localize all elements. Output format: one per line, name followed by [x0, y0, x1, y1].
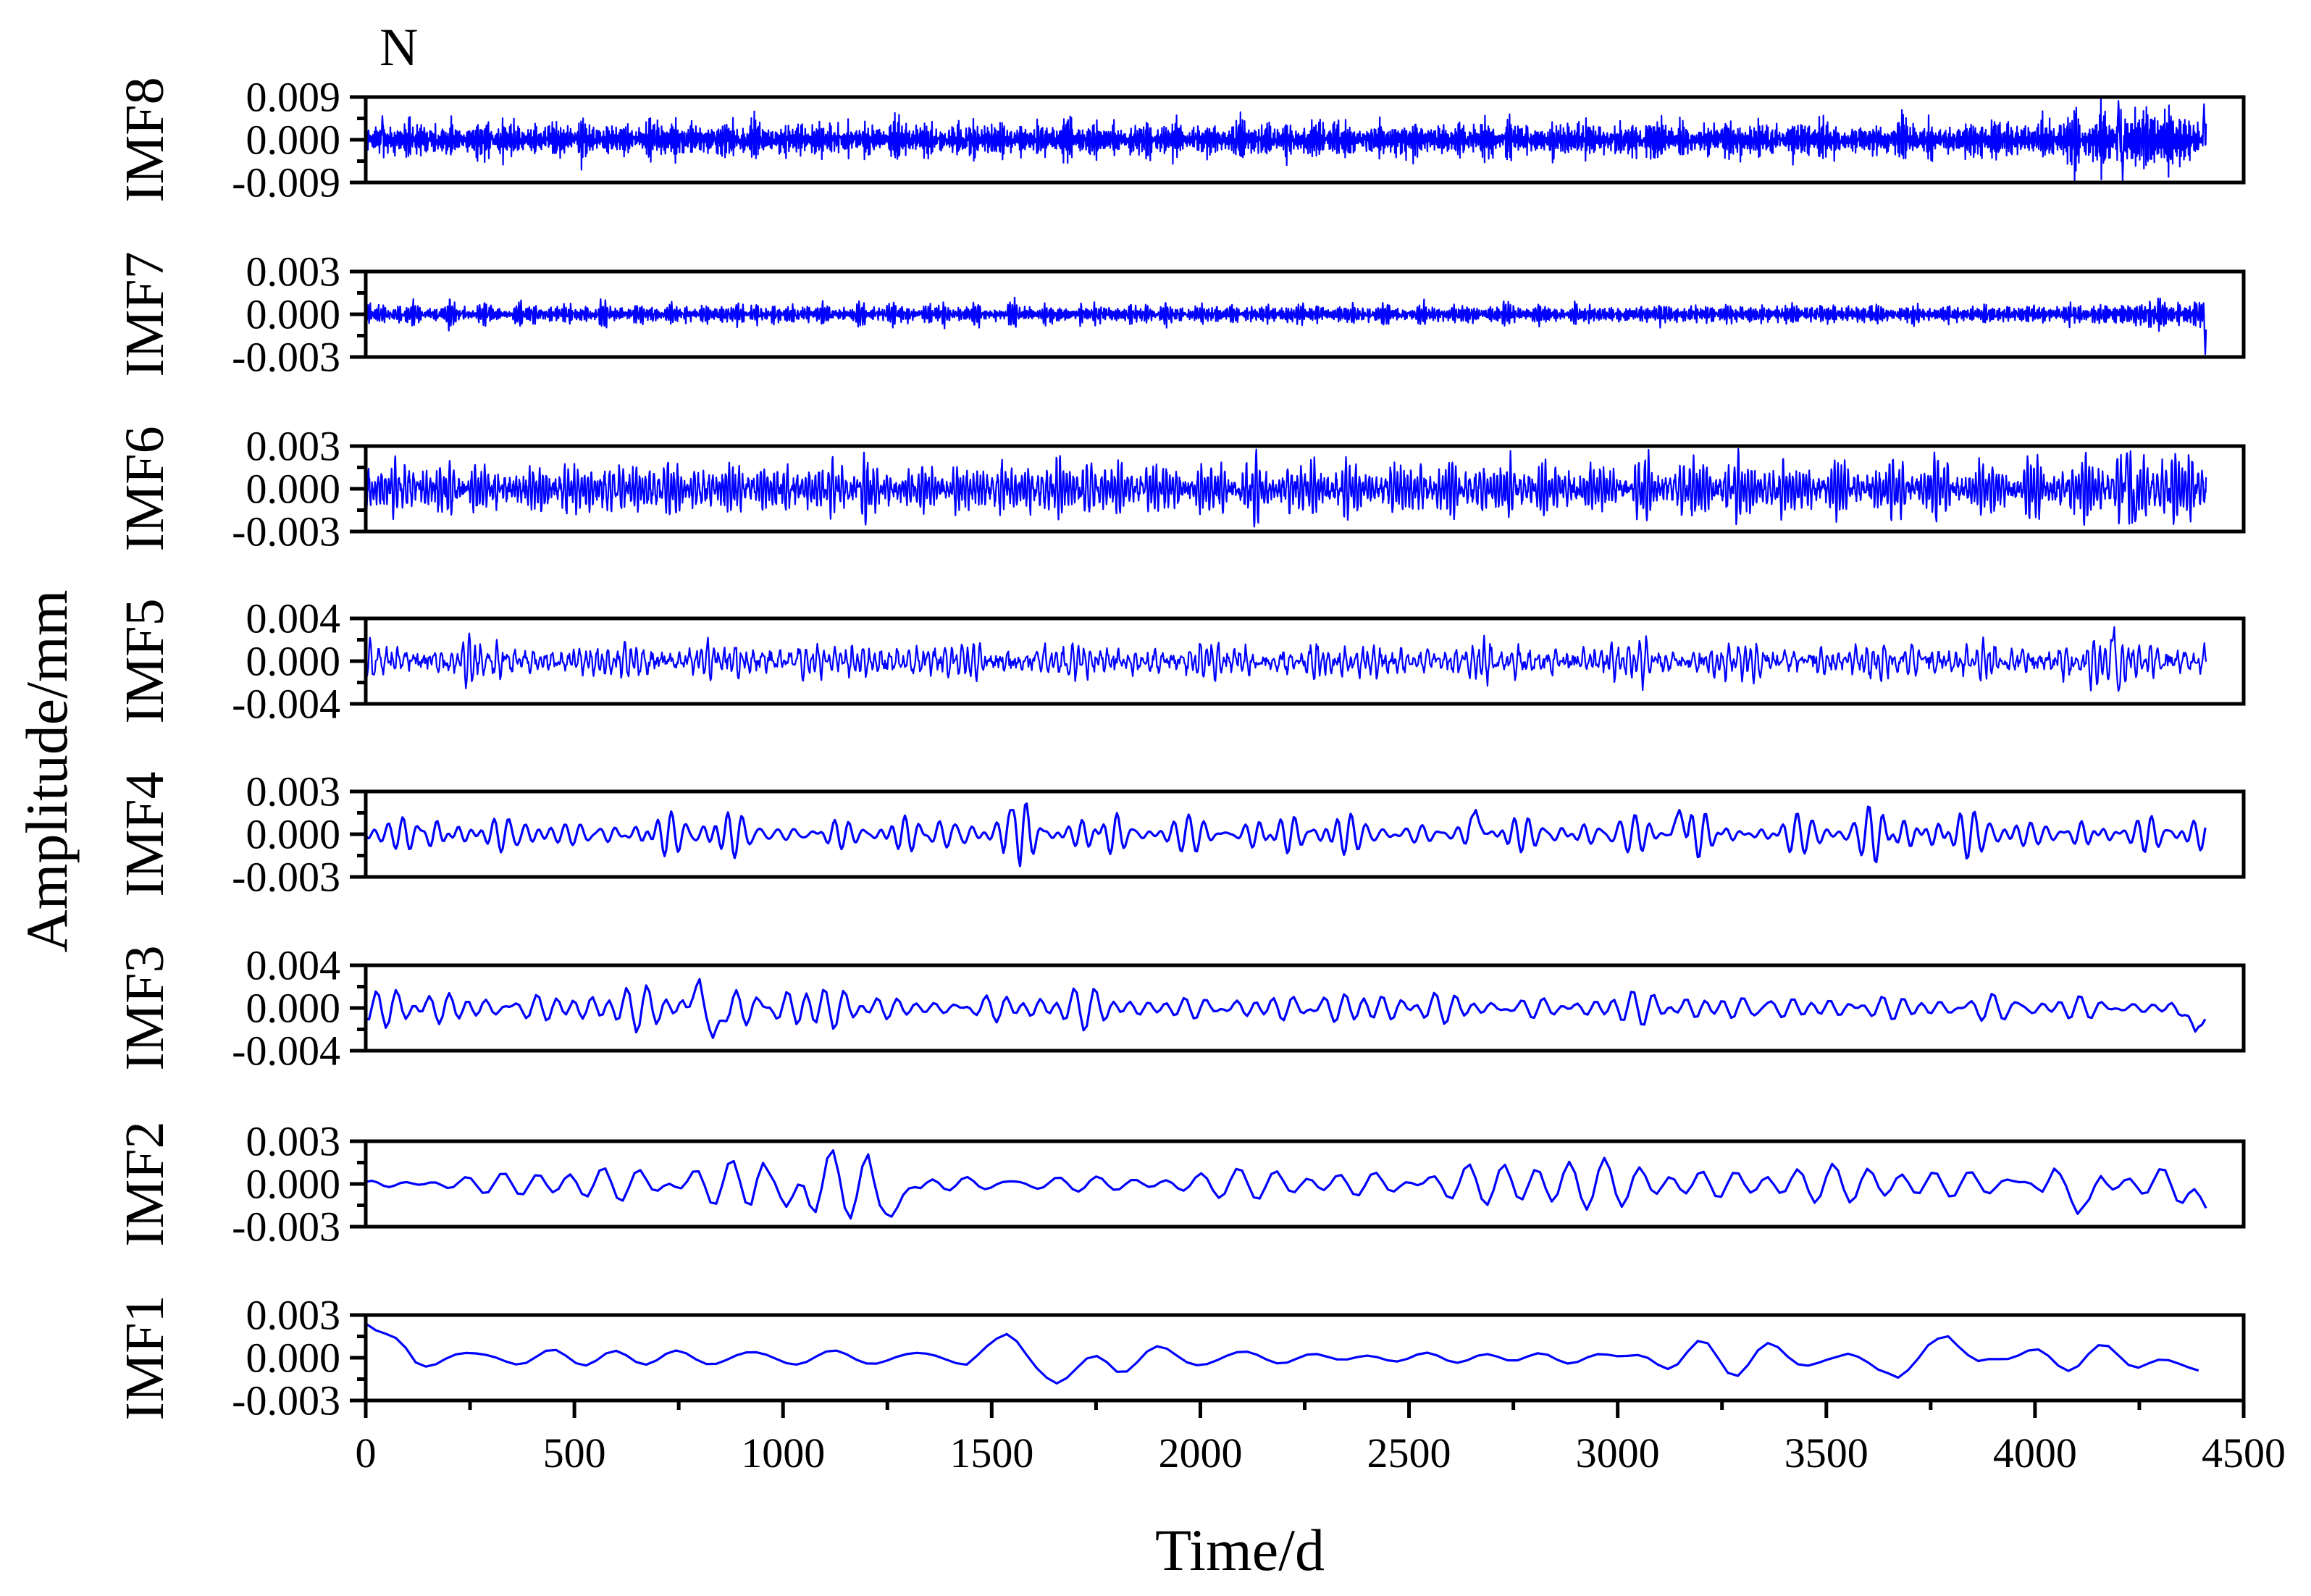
- y-tick-label: 0.000: [246, 1335, 341, 1382]
- y-tick-label: 0.004: [246, 595, 341, 642]
- y-tick-label: -0.009: [232, 159, 340, 206]
- y-tick-label: 0.000: [246, 291, 341, 338]
- series-line-imf7: [364, 296, 2207, 356]
- y-tick-label: -0.003: [232, 1204, 340, 1251]
- series-label-imf5: IMF5: [114, 598, 175, 723]
- series-label-imf7: IMF7: [114, 251, 175, 377]
- series-line-imf2: [365, 1149, 2207, 1220]
- y-tick-label: 0.003: [246, 423, 341, 470]
- x-tick-label: 0: [356, 1429, 377, 1477]
- x-tick-label: 3500: [1784, 1429, 1868, 1477]
- series-line-imf1: [365, 1322, 2199, 1385]
- x-tick-label: 3000: [1576, 1429, 1660, 1477]
- x-tick-label: 1500: [949, 1429, 1033, 1477]
- x-tick-label: 4500: [2202, 1429, 2286, 1477]
- x-axis-title: Time/d: [1155, 1517, 1325, 1583]
- y-axis-title: Amplitude/mm: [14, 589, 80, 952]
- series-label-imf4: IMF4: [114, 771, 175, 896]
- y-tick-label: 0.003: [246, 248, 341, 295]
- x-tick-label: 4000: [1993, 1429, 2077, 1477]
- series-label-imf2: IMF2: [114, 1121, 175, 1246]
- y-tick-label: 0.004: [246, 942, 341, 989]
- series-label-imf8: IMF8: [114, 77, 175, 202]
- x-axis: 0 500 1000 1500 2000 2500 3000 3500 4000 4500: [356, 1400, 2286, 1477]
- y-tick-label: 0.009: [246, 74, 341, 121]
- panel-frame: [364, 616, 2246, 706]
- y-tick-label: 0.000: [246, 1161, 341, 1208]
- y-tick-label: 0.003: [246, 1292, 341, 1339]
- y-tick-label: 0.000: [246, 985, 341, 1032]
- series-line-imf6: [364, 448, 2207, 528]
- y-tick-label: 0.000: [246, 117, 341, 164]
- series-label-imf3: IMF3: [114, 945, 175, 1070]
- y-tick-label: -0.003: [232, 854, 340, 901]
- x-tick-label: 500: [543, 1429, 606, 1477]
- y-tick-label: -0.003: [232, 508, 340, 555]
- y-tick-label: -0.003: [232, 334, 340, 381]
- panel-frame: [364, 444, 2246, 534]
- panel-frame: [364, 269, 2246, 359]
- series-line-imf3: [365, 978, 2207, 1039]
- series-line-imf8: [364, 96, 2207, 183]
- y-tick-label: 0.000: [246, 466, 341, 513]
- series-label-imf6: IMF6: [114, 426, 175, 551]
- series-label-imf1: IMF1: [114, 1295, 175, 1420]
- y-tick-label: -0.003: [232, 1377, 340, 1424]
- panel-frame: [364, 1139, 2246, 1229]
- series-line-imf4: [364, 802, 2207, 868]
- x-tick-label: 1000: [741, 1429, 825, 1477]
- y-tick-label: 0.003: [246, 768, 341, 815]
- x-tick-label: 2000: [1158, 1429, 1242, 1477]
- series-line-imf5: [364, 626, 2207, 692]
- corner-label: N: [379, 18, 418, 77]
- panel-frame: [364, 963, 2246, 1053]
- y-tick-label: 0.000: [246, 811, 341, 858]
- x-tick-label: 2500: [1367, 1429, 1451, 1477]
- y-tick-label: 0.000: [246, 638, 341, 685]
- y-tick-label: -0.004: [232, 681, 340, 728]
- panel-frame: [364, 789, 2246, 879]
- panel-frame: [364, 95, 2246, 185]
- y-tick-label: 0.003: [246, 1118, 341, 1165]
- y-tick-label: -0.004: [232, 1028, 340, 1075]
